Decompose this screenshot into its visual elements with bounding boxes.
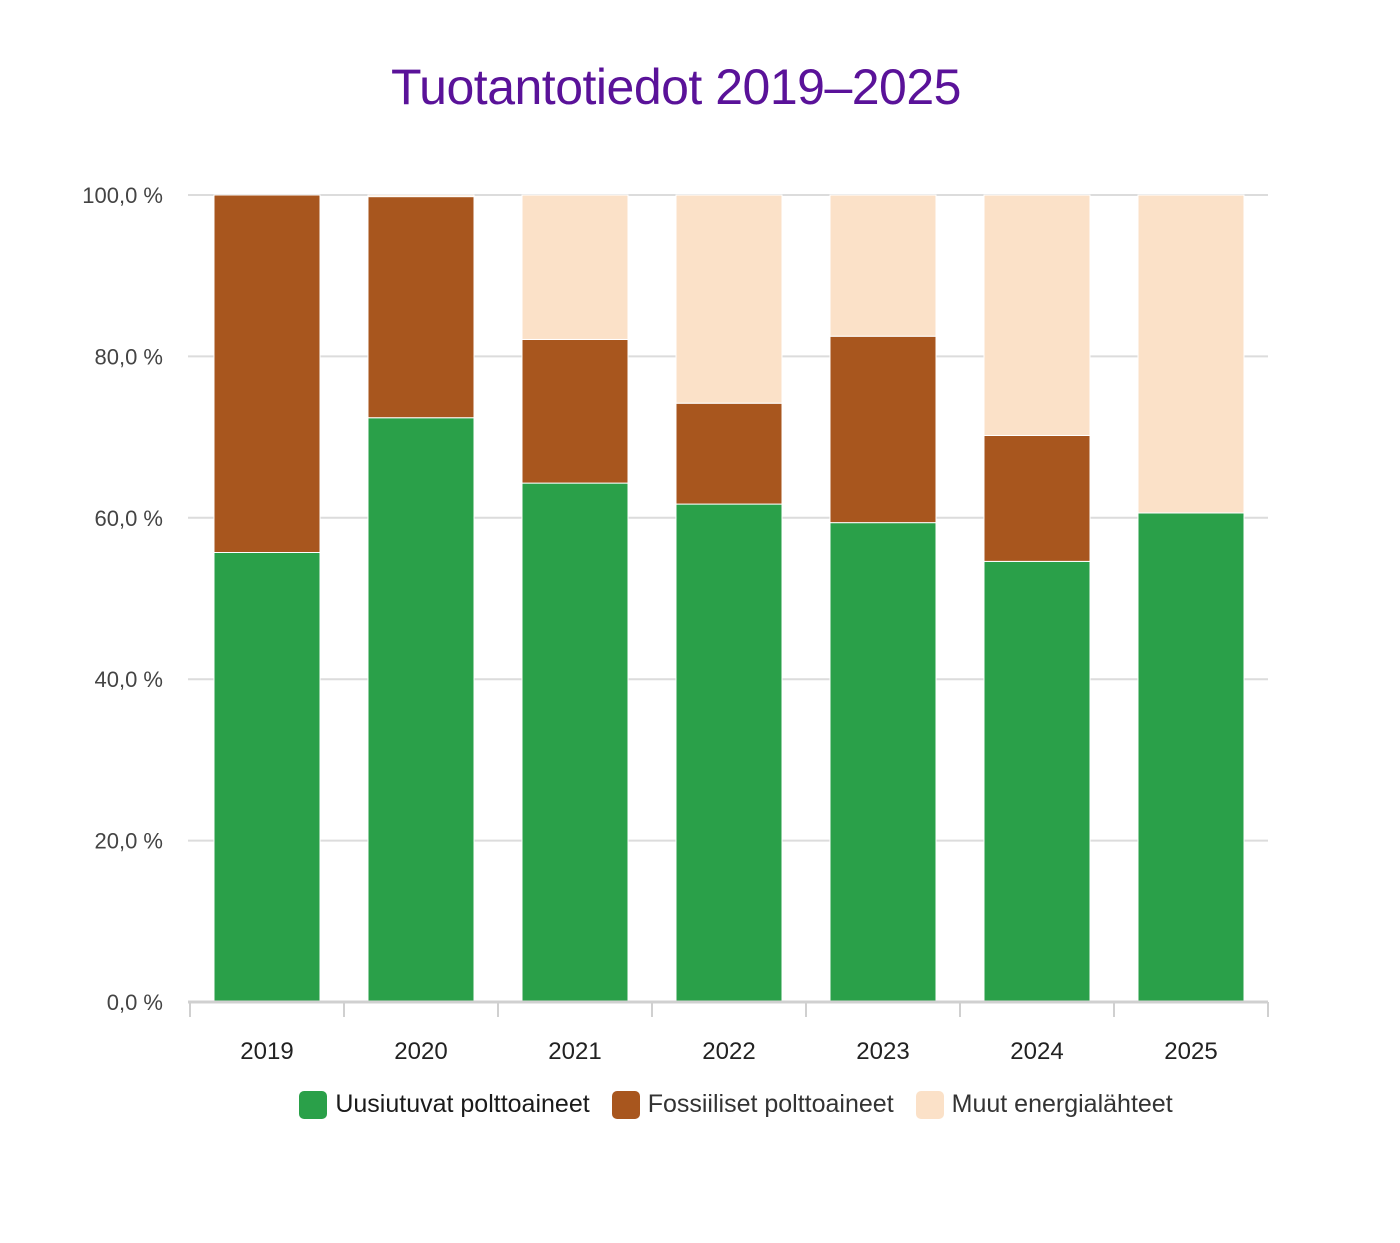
legend: Uusiutuvat polttoaineet Fossiiliset polt… (0, 1090, 1400, 1119)
legend-item-fossil[interactable]: Fossiiliset polttoaineet (611, 1090, 894, 1119)
x-tick-label: 2025 (1164, 1038, 1217, 1065)
bars (213, 194, 1245, 1003)
x-tick-label: 2019 (240, 1038, 293, 1065)
bar-segment (829, 194, 937, 337)
bar-segment (983, 560, 1091, 1003)
bar-segment (675, 194, 783, 404)
y-tick-label: 20,0 % (95, 829, 164, 854)
x-axis-tick-labels: 2019 2020 2021 2022 2023 2024 2025 (240, 1038, 1217, 1065)
bar-segment (1137, 512, 1245, 1003)
bar-segment (675, 402, 783, 505)
bar-segment (829, 522, 937, 1003)
legend-swatch (299, 1090, 328, 1119)
x-tick-label: 2021 (548, 1038, 601, 1065)
y-tick-label: 80,0 % (95, 344, 164, 369)
y-tick-label: 0,0 % (107, 990, 163, 1015)
x-tick-label: 2020 (394, 1038, 447, 1065)
bar-segment (213, 194, 321, 554)
bar-segment (675, 503, 783, 1003)
legend-label: Uusiutuvat polttoaineet (335, 1090, 590, 1118)
bar-segment (1137, 194, 1245, 514)
bar-segment (983, 434, 1091, 562)
x-axis (188, 1000, 1269, 1017)
bar-segment (213, 552, 321, 1003)
y-tick-label: 40,0 % (95, 667, 164, 692)
legend-swatch (611, 1090, 640, 1119)
y-axis-tick-labels: 0,0 % 20,0 % 40,0 % 60,0 % 80,0 % 100,0 % (82, 183, 163, 1015)
bar-segment (367, 194, 475, 198)
y-tick-label: 100,0 % (82, 183, 163, 208)
bar-segment (521, 338, 629, 484)
bar-segment (829, 335, 937, 524)
legend-swatch (915, 1090, 944, 1119)
legend-label: Muut energialähteet (951, 1090, 1173, 1118)
bar-segment (983, 194, 1091, 436)
bar-segment (367, 417, 475, 1003)
legend-label: Fossiiliset polttoaineet (647, 1090, 894, 1118)
x-tick-label: 2023 (856, 1038, 909, 1065)
y-tick-label: 60,0 % (95, 506, 164, 531)
bar-segment (521, 194, 629, 340)
legend-item-other[interactable]: Muut energialähteet (915, 1090, 1173, 1119)
bar-segment (367, 196, 475, 419)
bar-segment (521, 482, 629, 1003)
legend-item-renewable[interactable]: Uusiutuvat polttoaineet (299, 1090, 590, 1119)
x-tick-label: 2024 (1010, 1038, 1063, 1065)
chart-title: Tuotantotiedot 2019–2025 (391, 59, 961, 115)
x-tick-label: 2022 (702, 1038, 755, 1065)
